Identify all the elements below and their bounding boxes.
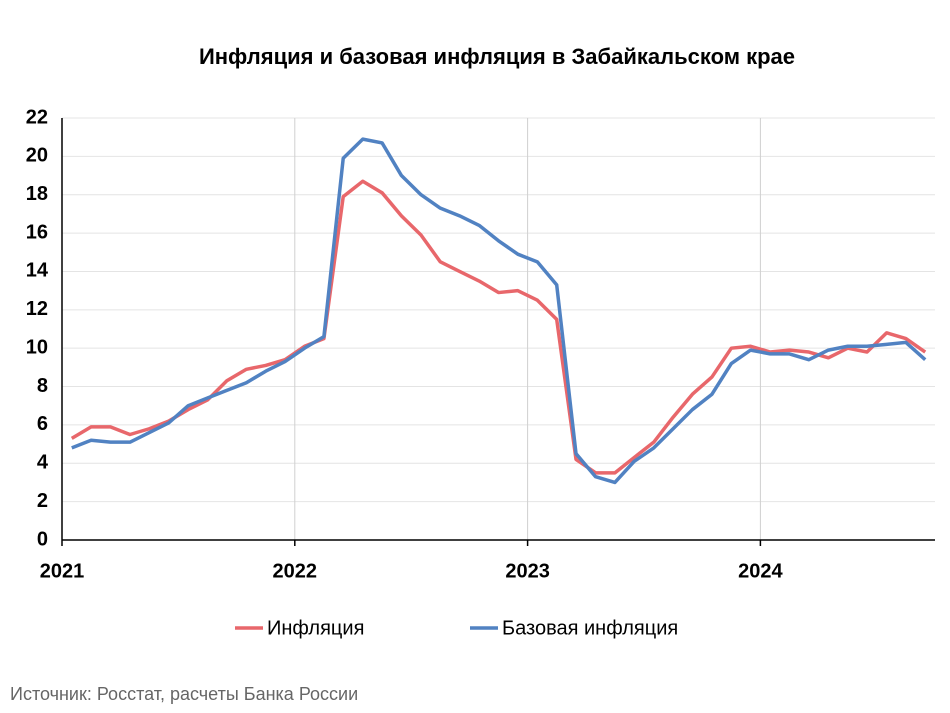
x-tick-label: 2023 — [505, 560, 550, 582]
y-tick-label: 22 — [26, 106, 48, 128]
legend-label: Базовая инфляция — [502, 617, 678, 639]
y-tick-label: 4 — [37, 452, 49, 474]
x-tick-label: 2021 — [40, 560, 85, 582]
legend-label: Инфляция — [267, 617, 364, 639]
chart-title: Инфляция и базовая инфляция в Забайкальс… — [199, 44, 795, 69]
y-tick-label: 16 — [26, 221, 48, 243]
y-tick-label: 6 — [37, 413, 48, 435]
y-tick-label: 10 — [26, 336, 48, 358]
y-tick-label: 0 — [37, 528, 48, 550]
series-line — [71, 137, 927, 485]
y-tick-label: 18 — [26, 183, 48, 205]
y-tick-label: 8 — [37, 375, 48, 397]
source-note: Источник: Росстат, расчеты Банка России — [10, 684, 358, 704]
x-tick-label: 2022 — [273, 560, 318, 582]
y-tick-label: 2 — [37, 490, 48, 512]
y-tick-label: 14 — [26, 260, 49, 282]
y-tick-label: 20 — [26, 145, 48, 167]
y-tick-label: 12 — [26, 298, 48, 320]
x-tick-label: 2024 — [738, 560, 783, 582]
series-line — [70, 179, 927, 475]
